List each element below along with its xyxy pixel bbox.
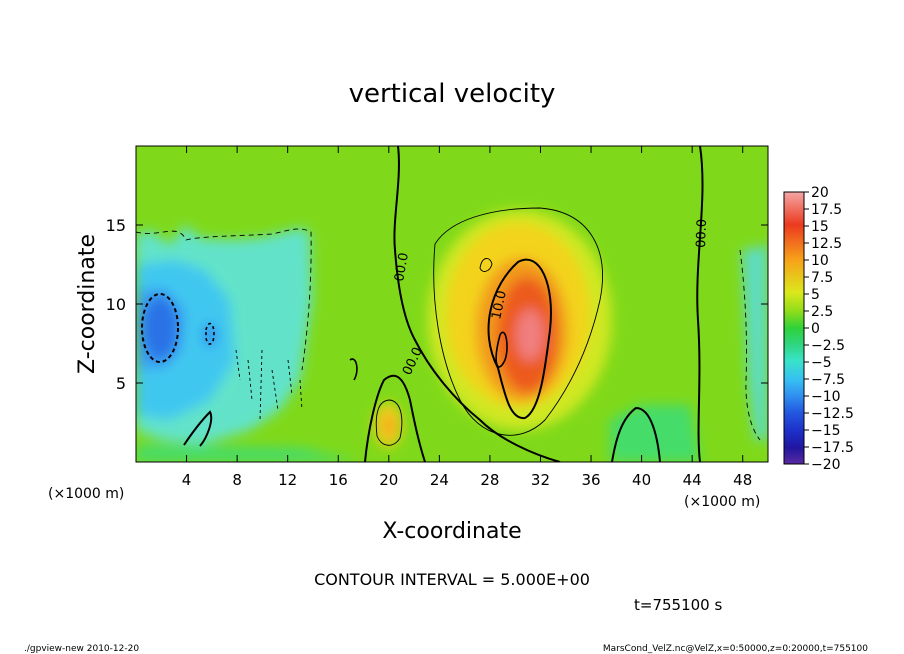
contour-interval-note: CONTOUR INTERVAL = 5.000E+00 [314,570,590,589]
colorbar-gradient [783,191,805,465]
colorbar-level-label: 12.5 [811,236,842,252]
colorbar-level-label: 5 [811,287,820,303]
colorbar-level-label: 17.5 [811,202,842,218]
x-tick-label: 28 [480,471,499,489]
colorbar-level-label: −7.5 [811,372,845,388]
y-tick-label: 5 [116,374,126,393]
x-tick-label: 4 [182,471,192,489]
x-tick-label: 8 [232,471,242,489]
colorbar-level-label: 2.5 [811,304,833,320]
colorbar-level-label: 0 [811,321,820,337]
x-tick-label: 32 [531,471,550,489]
x-tick-label: 24 [430,471,449,489]
x-unit-right: (×1000 m) [684,494,760,510]
y-tick-label: 15 [106,216,126,235]
footer-left: ./gpview-new 2010-12-20 [24,644,139,654]
colorbar-level-label: −2.5 [811,338,845,354]
colorbar-level-label: −10 [811,389,841,405]
colorbar-level-label: −12.5 [811,406,854,422]
contour-label: 10.0 [489,289,510,320]
x-tick-label: 44 [683,471,702,489]
x-tick-label: 12 [278,471,297,489]
heatmap-field [136,146,768,462]
x-axis-label: X-coordinate [382,519,521,544]
x-tick-label: 48 [733,471,752,489]
contour-label: 00.0 [694,219,710,248]
footer-right: MarsCond_VelZ.nc@VelZ,x=0:50000,z=0:2000… [603,644,868,654]
x-tick-label: 20 [379,471,398,489]
colorbar-level-label: −15 [811,423,841,439]
chart-title: vertical velocity [349,79,556,109]
colorbar-level-label: −20 [811,457,841,473]
y-tick-label: 10 [106,295,126,314]
time-label: t=755100 s [634,596,722,614]
colorbar-level-label: 20 [811,185,829,201]
y-axis-label: Z-coordinate [75,234,100,374]
colorbar-level-label: −17.5 [811,440,854,456]
contour-label: 00.0 [392,252,412,283]
colorbar-level-label: 7.5 [811,270,833,286]
x-axis: 4 8 12 16 20 24 28 32 36 40 44 48 [182,146,752,489]
colorbar: 2017.51512.5107.552.50−2.5−5−7.5−10−12.5… [783,185,854,473]
x-tick-label: 16 [329,471,348,489]
x-unit-left: (×1000 m) [48,486,124,502]
x-tick-label: 36 [581,471,600,489]
x-tick-label: 40 [632,471,651,489]
colorbar-level-label: −5 [811,355,832,371]
y-axis: 5 10 15 [106,216,768,393]
colorbar-level-label: 15 [811,219,829,235]
colorbar-level-label: 10 [811,253,829,269]
